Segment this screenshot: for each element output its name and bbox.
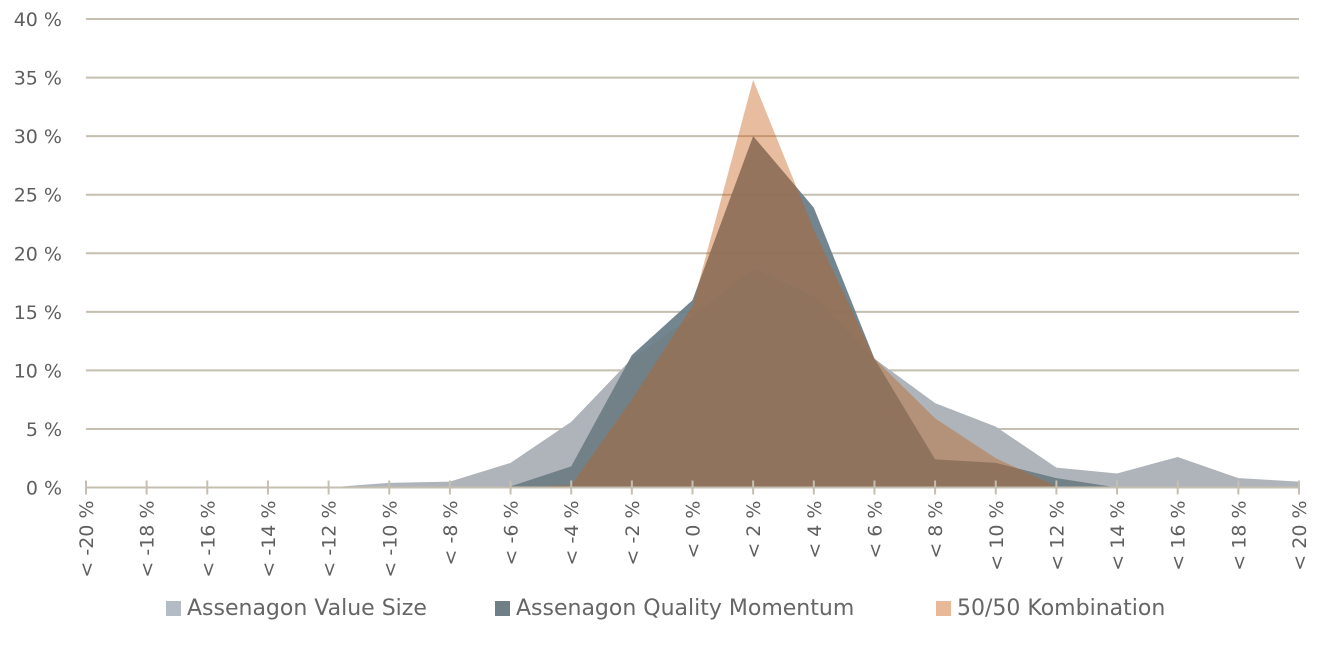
y-tick-label: 5 % xyxy=(26,419,62,441)
x-tick-label: < -20 % xyxy=(76,501,98,578)
legend-item-kombination: 50/50 Kombination xyxy=(936,596,1165,621)
x-tick-label: < -14 % xyxy=(258,501,280,578)
x-axis xyxy=(85,480,1300,495)
y-tick-label: 30 % xyxy=(14,126,62,148)
x-tick-label: < 4 % xyxy=(804,501,826,559)
legend-swatch xyxy=(495,601,510,616)
x-tick-label: < 16 % xyxy=(1168,501,1190,571)
legend-swatch xyxy=(166,601,181,616)
x-tick-label: < 14 % xyxy=(1107,501,1129,571)
x-tick-label: < -16 % xyxy=(197,501,219,578)
y-tick-label: 15 % xyxy=(14,302,62,324)
legend-label: Assenagon Quality Momentum xyxy=(516,596,855,621)
x-tick-label: < 10 % xyxy=(986,501,1008,571)
y-tick-label: 35 % xyxy=(14,68,62,90)
y-tick-label: 25 % xyxy=(14,185,62,207)
y-axis-labels: 0 % 5 % 10 % 15 % 20 % 25 % 30 % 35 % 40 % xyxy=(14,9,62,500)
x-tick-label: < 0 % xyxy=(683,501,705,559)
x-tick-label: < -8 % xyxy=(440,501,462,566)
area-quality-momentum xyxy=(86,136,1299,488)
y-tick-label: 10 % xyxy=(14,360,62,382)
x-tick-label: < -10 % xyxy=(379,501,401,578)
series-areas xyxy=(86,79,1299,488)
legend-label: 50/50 Kombination xyxy=(957,596,1166,621)
distribution-chart: 0 % 5 % 10 % 15 % 20 % 25 % 30 % 35 % 40 % < -20… xyxy=(14,9,1311,578)
x-tick-label: < -4 % xyxy=(561,501,583,566)
legend-swatch xyxy=(936,601,951,616)
x-tick-label: < 8 % xyxy=(925,501,947,559)
legend-item-value-size: Assenagon Value Size xyxy=(166,596,427,621)
legend: Assenagon Value Size Assenagon Quality M… xyxy=(0,596,1335,626)
legend-item-quality-momentum: Assenagon Quality Momentum xyxy=(495,596,854,621)
x-tick-label: < 20 % xyxy=(1289,501,1311,571)
area-kombination xyxy=(86,79,1299,488)
x-tick-label: < -2 % xyxy=(622,501,644,566)
area-value-size-overlay xyxy=(86,268,1299,488)
x-tick-label: < 2 % xyxy=(743,501,765,559)
legend-label: Assenagon Value Size xyxy=(187,596,427,621)
x-tick-label: < -6 % xyxy=(501,501,523,566)
y-tick-label: 20 % xyxy=(14,243,62,265)
y-tick-label: 40 % xyxy=(14,9,62,31)
x-tick-label: < -18 % xyxy=(137,501,159,578)
x-tick-label: < 18 % xyxy=(1228,501,1250,571)
y-tick-label: 0 % xyxy=(26,478,62,500)
x-tick-label: < 12 % xyxy=(1046,501,1068,571)
x-tick-label: < 6 % xyxy=(864,501,886,559)
x-axis-labels: < -20 % < -18 % < -16 % < -14 % < -12 % < -10… xyxy=(76,501,1311,578)
x-tick-label: < -12 % xyxy=(319,501,341,578)
